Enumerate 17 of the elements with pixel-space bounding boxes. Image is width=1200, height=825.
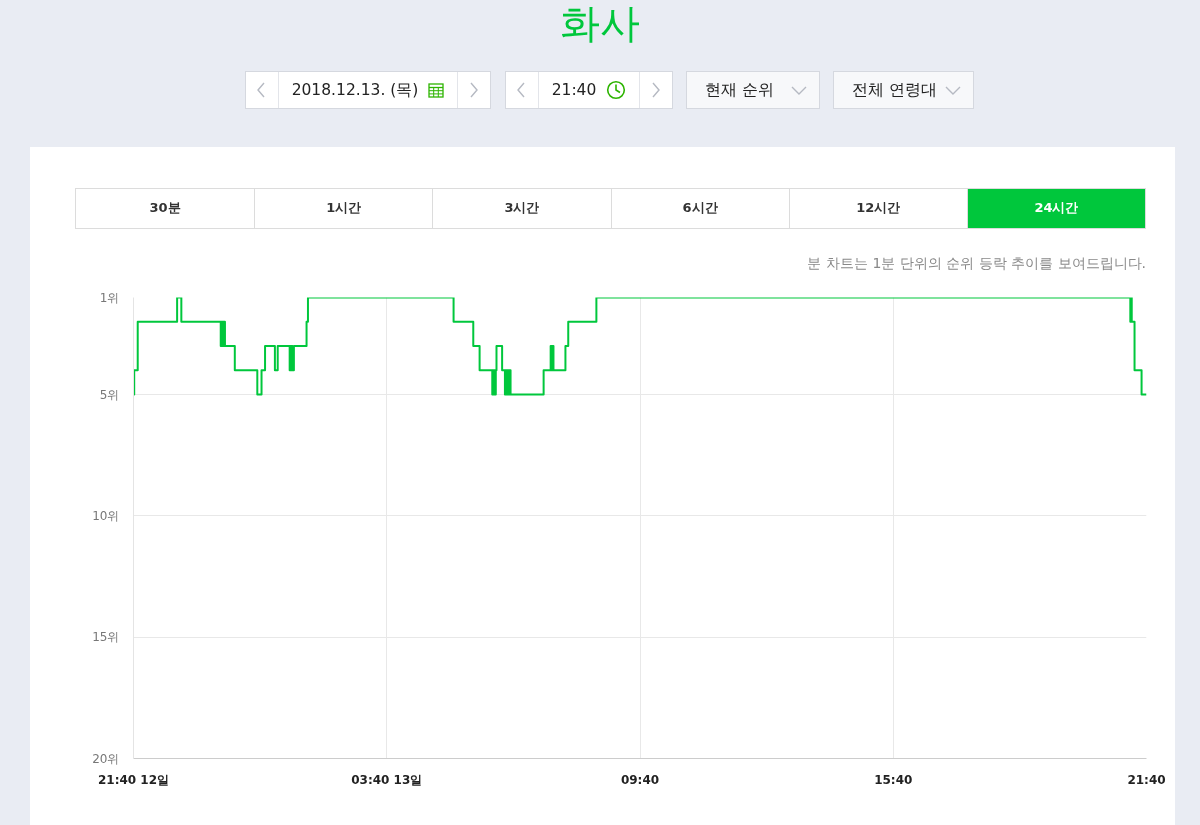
x-tick-label: 21:40 12일: [97, 772, 170, 787]
text: 분 차트는 1분 단위의 순위 등락 추이를 보여드립니다.: [807, 254, 1146, 273]
x-tick-label: 21:40: [1127, 772, 1166, 787]
x-tick-label: 15:40: [874, 772, 913, 787]
y-tick-label: 10위: [92, 508, 120, 523]
dropdown: 현재 순위: [686, 71, 820, 109]
y-tick-label: 1위: [99, 290, 120, 305]
tab-selected: 24시간: [966, 189, 1146, 228]
date-picker: 2018.12.13. (목): [245, 71, 491, 109]
y-tick-label: 5위: [99, 387, 120, 402]
y-tick-label: 15위: [92, 630, 120, 645]
time-picker: 21:40: [505, 71, 673, 109]
dropdown: 전체 연령대: [833, 71, 974, 109]
y-tick-label: 20위: [92, 751, 120, 766]
chart-title: 화사: [559, 0, 641, 46]
x-tick-label: 03:40 13일: [351, 772, 423, 787]
x-tick-label: 09:40: [620, 772, 660, 787]
